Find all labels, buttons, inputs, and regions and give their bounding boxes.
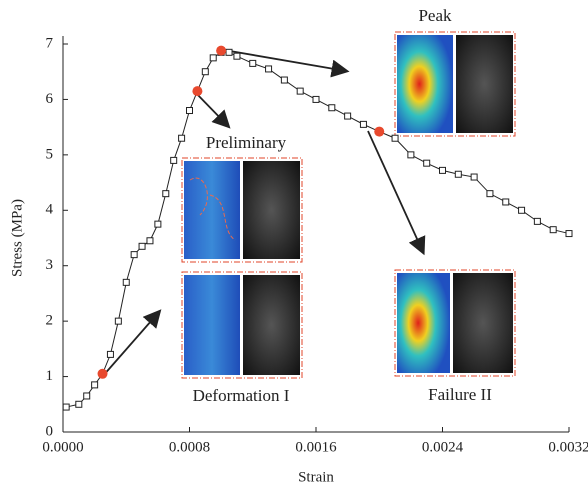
- x-axis-label: Strain: [298, 469, 334, 485]
- x-tick-label: 0.0032: [548, 439, 588, 455]
- x-tick-label: 0.0000: [42, 439, 83, 455]
- arrow: [101, 309, 162, 378]
- arrow: [367, 130, 426, 256]
- point: [178, 134, 186, 142]
- point: [91, 381, 99, 389]
- point: [533, 217, 541, 225]
- key-point: [192, 86, 203, 97]
- point: [122, 278, 130, 286]
- point: [407, 151, 415, 159]
- insets: [181, 31, 516, 379]
- key-point: [374, 126, 385, 137]
- inset-failure: [394, 269, 516, 377]
- annotation: Deformation I: [193, 386, 290, 405]
- point: [154, 220, 162, 228]
- x-tick-label: 0.0024: [422, 439, 464, 455]
- point: [62, 403, 70, 411]
- y-tick-label: 4: [46, 202, 54, 218]
- point: [518, 206, 526, 214]
- point: [359, 120, 367, 128]
- point: [280, 76, 288, 84]
- point: [265, 65, 273, 73]
- point: [344, 112, 352, 120]
- key-point: [216, 45, 227, 56]
- key-point: [97, 368, 108, 379]
- annotation: Peak: [418, 6, 452, 25]
- point: [470, 173, 478, 181]
- point: [209, 54, 217, 62]
- annotation: Preliminary: [206, 133, 287, 152]
- point: [114, 317, 122, 325]
- arrows: [101, 49, 426, 378]
- point: [130, 251, 138, 259]
- y-tick-label: 6: [46, 91, 54, 107]
- point: [201, 68, 209, 76]
- arrow: [223, 49, 350, 78]
- point: [439, 166, 446, 174]
- point: [106, 350, 114, 358]
- point: [312, 95, 320, 103]
- y-tick-label: 2: [46, 313, 54, 329]
- point: [75, 400, 83, 408]
- point: [391, 134, 399, 142]
- point: [162, 190, 170, 198]
- point: [138, 242, 146, 250]
- point: [146, 237, 154, 245]
- point: [502, 198, 510, 206]
- point: [225, 48, 233, 56]
- point: [328, 104, 336, 112]
- arrow: [193, 90, 231, 129]
- point: [549, 226, 557, 234]
- annotation: Failure II: [428, 385, 492, 404]
- inset-peak: [394, 31, 516, 137]
- point: [249, 59, 257, 67]
- x-tick-label: 0.0008: [169, 439, 210, 455]
- point: [423, 159, 431, 167]
- point: [296, 87, 304, 95]
- y-tick-label: 3: [46, 257, 54, 273]
- y-tick-label: 0: [46, 423, 54, 439]
- inset-preliminary: [181, 157, 303, 263]
- point: [170, 156, 178, 164]
- x-tick-label: 0.0016: [295, 439, 337, 455]
- point: [486, 190, 494, 198]
- point: [186, 107, 193, 115]
- y-tick-label: 1: [46, 368, 54, 384]
- y-tick-label: 5: [46, 146, 54, 162]
- point: [565, 230, 573, 238]
- point: [83, 392, 91, 400]
- point: [233, 52, 241, 60]
- y-axis-label: Stress (MPa): [9, 199, 25, 277]
- y-tick-label: 7: [46, 35, 54, 51]
- point: [454, 170, 462, 178]
- inset-deformation: [181, 271, 303, 379]
